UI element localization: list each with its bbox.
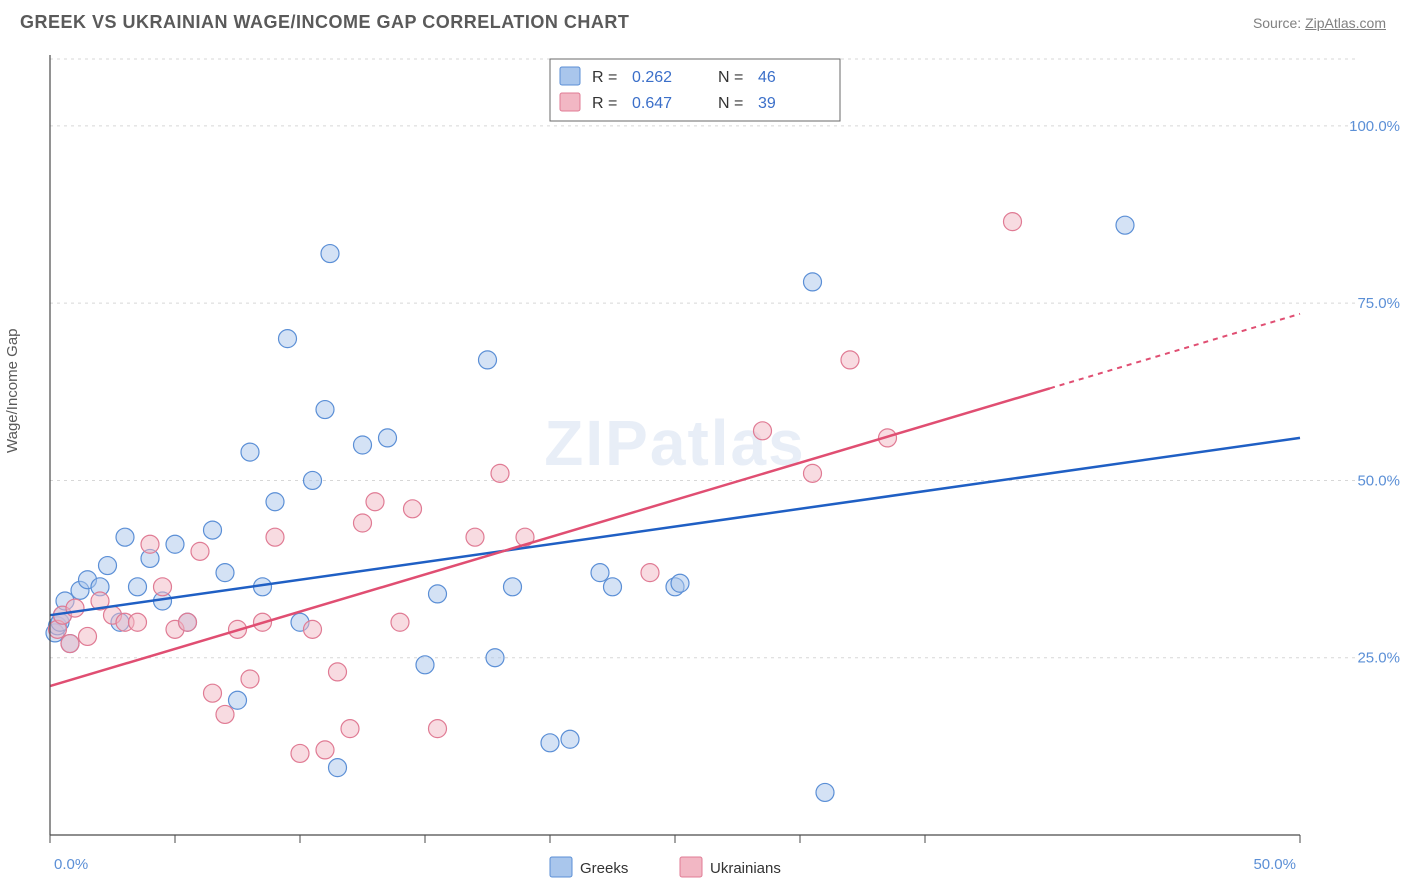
scatter-point-ukrainians (804, 464, 822, 482)
scatter-point-ukrainians (291, 744, 309, 762)
scatter-point-ukrainians (316, 741, 334, 759)
scatter-point-greeks (504, 578, 522, 596)
scatter-point-ukrainians (154, 578, 172, 596)
scatter-point-greeks (329, 759, 347, 777)
scatter-point-greeks (266, 493, 284, 511)
x-tick-label: 0.0% (54, 856, 88, 873)
trend-line-dash-ukrainians (1050, 314, 1300, 388)
scatter-point-ukrainians (641, 564, 659, 582)
scatter-point-ukrainians (1004, 213, 1022, 231)
scatter-point-greeks (541, 734, 559, 752)
watermark-text: ZIPatlas (544, 407, 805, 479)
legend-swatch-greeks (560, 67, 580, 85)
scatter-point-ukrainians (66, 599, 84, 617)
scatter-point-ukrainians (216, 705, 234, 723)
chart-area: Wage/Income Gap ZIPatlas0.0%50.0%25.0%50… (0, 33, 1406, 892)
scatter-point-ukrainians (491, 464, 509, 482)
scatter-point-ukrainians (366, 493, 384, 511)
series-legend-swatch-greeks (550, 857, 572, 877)
series-legend: Greeks Ukrainians (550, 857, 781, 877)
scatter-point-greeks (561, 730, 579, 748)
scatter-point-greeks (671, 574, 689, 592)
chart-title: GREEK VS UKRAINIAN WAGE/INCOME GAP CORRE… (20, 12, 629, 33)
scatter-point-ukrainians (61, 635, 79, 653)
y-tick-label: 50.0% (1357, 472, 1400, 489)
legend-swatch-ukrainians (560, 93, 580, 111)
scatter-point-ukrainians (191, 542, 209, 560)
scatter-point-ukrainians (466, 528, 484, 546)
scatter-point-ukrainians (754, 422, 772, 440)
y-tick-label: 25.0% (1357, 650, 1400, 667)
scatter-point-greeks (204, 521, 222, 539)
scatter-point-greeks (416, 656, 434, 674)
scatter-point-ukrainians (841, 351, 859, 369)
scatter-point-ukrainians (266, 528, 284, 546)
legend-r-label: R = (592, 95, 617, 112)
scatter-point-greeks (116, 528, 134, 546)
scatter-point-greeks (604, 578, 622, 596)
scatter-point-ukrainians (79, 627, 97, 645)
scatter-point-greeks (816, 783, 834, 801)
scatter-point-greeks (804, 273, 822, 291)
scatter-chart-svg: ZIPatlas 0.0% 50.0% 25.0% 50.0% 75.0% 100.0% R … (0, 33, 1406, 892)
scatter-point-ukrainians (354, 514, 372, 532)
scatter-point-ukrainians (391, 613, 409, 631)
y-tick-label: 100.0% (1349, 118, 1400, 135)
scatter-point-greeks (316, 401, 334, 419)
scatter-point-greeks (241, 443, 259, 461)
scatter-point-greeks (486, 649, 504, 667)
x-tick-label: 50.0% (1253, 856, 1296, 873)
scatter-point-ukrainians (304, 620, 322, 638)
scatter-point-ukrainians (204, 684, 222, 702)
legend-n-label: N = (718, 95, 743, 112)
scatter-point-ukrainians (329, 663, 347, 681)
legend-n-value: 39 (758, 95, 776, 112)
scatter-point-greeks (99, 557, 117, 575)
scatter-point-greeks (229, 691, 247, 709)
source-link[interactable]: ZipAtlas.com (1305, 15, 1386, 31)
chart-header: GREEK VS UKRAINIAN WAGE/INCOME GAP CORRE… (0, 0, 1406, 33)
scatter-point-ukrainians (129, 613, 147, 631)
legend-n-label: N = (718, 69, 743, 86)
scatter-point-greeks (321, 245, 339, 263)
legend-r-value: 0.262 (632, 69, 672, 86)
source-attribution: Source: ZipAtlas.com (1253, 15, 1386, 31)
legend-n-value: 46 (758, 69, 776, 86)
y-tick-label: 75.0% (1357, 295, 1400, 312)
scatter-point-greeks (354, 436, 372, 454)
scatter-point-greeks (129, 578, 147, 596)
series-legend-swatch-ukrainians (680, 857, 702, 877)
scatter-point-greeks (479, 351, 497, 369)
scatter-point-ukrainians (241, 670, 259, 688)
scatter-point-ukrainians (141, 535, 159, 553)
scatter-point-greeks (591, 564, 609, 582)
scatter-point-greeks (166, 535, 184, 553)
legend-r-label: R = (592, 69, 617, 86)
legend-r-value: 0.647 (632, 95, 672, 112)
scatter-point-ukrainians (341, 720, 359, 738)
source-label: Source: (1253, 15, 1305, 31)
scatter-point-ukrainians (179, 613, 197, 631)
scatter-point-greeks (304, 471, 322, 489)
scatter-point-greeks (216, 564, 234, 582)
scatter-point-greeks (1116, 216, 1134, 234)
scatter-point-greeks (379, 429, 397, 447)
series-legend-label: Ukrainians (710, 860, 781, 877)
scatter-point-ukrainians (404, 500, 422, 518)
scatter-point-greeks (279, 330, 297, 348)
scatter-point-greeks (429, 585, 447, 603)
scatter-point-ukrainians (429, 720, 447, 738)
series-legend-label: Greeks (580, 860, 628, 877)
